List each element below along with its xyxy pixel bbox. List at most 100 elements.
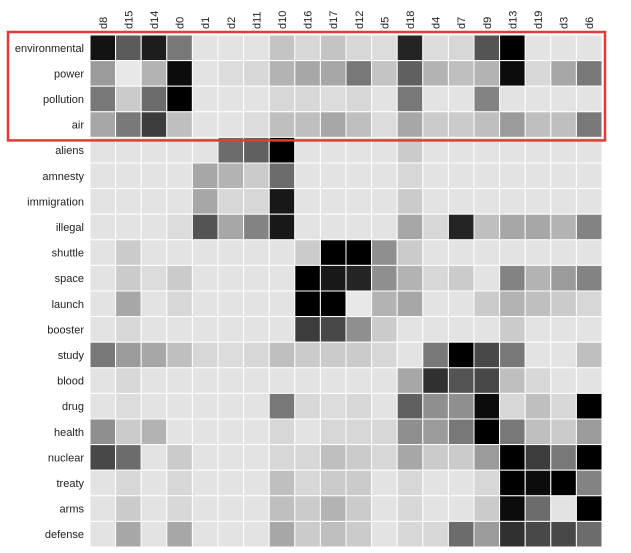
heatmap-cell-launch-d17 <box>319 290 347 318</box>
heatmap-cell-treaty-d6 <box>575 469 603 497</box>
highlight-box <box>6 30 607 142</box>
heatmap-cell-immigration-d6 <box>575 188 603 215</box>
heatmap-cell-treaty-d14 <box>140 469 168 497</box>
column-label-d6: d6 <box>584 17 596 29</box>
column-label-d12: d12 <box>354 11 366 29</box>
heatmap-cell-study-d1 <box>191 341 219 369</box>
row-label-space: space <box>55 273 84 285</box>
heatmap-cell-environmental-d3 <box>550 34 577 62</box>
heatmap-cell-defense-d3 <box>550 520 577 548</box>
heatmap-cell-launch-d1 <box>191 290 219 318</box>
heatmap-cell-aliens-d10 <box>268 136 296 164</box>
heatmap-cell-health-d17 <box>319 418 347 446</box>
heatmap-cell-health-d7 <box>447 418 475 446</box>
heatmap-cell-study-d3 <box>550 341 577 369</box>
heatmap-cell-amnesty-d10 <box>268 162 296 190</box>
row-label-power: power <box>54 68 84 80</box>
heatmap-cell-environmental-d5 <box>371 34 398 62</box>
heatmap-cell-defense-d1 <box>191 520 219 548</box>
heatmap-cell-treaty-d17 <box>319 469 347 497</box>
heatmap-cell-defense-d9 <box>473 520 501 548</box>
heatmap-cell-power-d10 <box>268 60 296 87</box>
heatmap-cell-aliens-d13 <box>499 136 526 164</box>
heatmap-cell-shuttle-d12 <box>345 239 373 266</box>
heatmap-cell-shuttle-d19 <box>524 239 552 266</box>
heatmap-cell-amnesty-d1 <box>191 162 219 190</box>
heatmap-cell-drug-d9 <box>473 392 501 420</box>
heatmap-cell-blood-d2 <box>217 367 245 394</box>
heatmap-cell-launch-d10 <box>268 290 296 318</box>
heatmap-cell-drug-d16 <box>294 392 321 420</box>
heatmap-cell-shuttle-d11 <box>243 239 270 266</box>
heatmap-cell-nuclear-d5 <box>371 444 398 471</box>
heatmap-cell-immigration-d16 <box>294 188 321 215</box>
row-label-blood: blood <box>57 376 84 388</box>
heatmap-cell-study-d8 <box>89 341 117 369</box>
heatmap-cell-power-d8 <box>89 60 117 87</box>
heatmap-cell-study-d15 <box>115 341 142 369</box>
heatmap-cell-amnesty-d3 <box>550 162 577 190</box>
heatmap-cell-blood-d16 <box>294 367 321 394</box>
heatmap-cell-launch-d19 <box>524 290 552 318</box>
heatmap-cell-pollution-d13 <box>499 85 526 113</box>
heatmap-cell-space-d9 <box>473 264 501 292</box>
heatmap-cell-aliens-d4 <box>422 136 449 164</box>
heatmap-cell-immigration-d2 <box>217 188 245 215</box>
heatmap-cell-air-d12 <box>345 111 373 138</box>
heatmap-cell-health-d4 <box>422 418 449 446</box>
heatmap-cell-drug-d13 <box>499 392 526 420</box>
heatmap-cell-blood-d10 <box>268 367 296 394</box>
heatmap-cell-drug-d3 <box>550 392 577 420</box>
heatmap-cell-blood-d9 <box>473 367 501 394</box>
heatmap-cell-drug-d8 <box>89 392 117 420</box>
heatmap-cell-launch-d2 <box>217 290 245 318</box>
column-label-d16: d16 <box>303 11 315 29</box>
column-label-d11: d11 <box>251 11 263 29</box>
heatmap-cell-study-d2 <box>217 341 245 369</box>
heatmap-cell-health-d13 <box>499 418 526 446</box>
heatmap-cell-booster-d3 <box>550 316 577 343</box>
heatmap-cell-health-d2 <box>217 418 245 446</box>
row-labels: environmental power pollution air aliens amne… <box>15 43 85 541</box>
heatmap-cell-launch-d13 <box>499 290 526 318</box>
heatmap-cell-blood-d4 <box>422 367 449 394</box>
heatmap-cell-amnesty-d11 <box>243 162 270 190</box>
heatmap-cell-immigration-d10 <box>268 188 296 215</box>
heatmap-cell-study-d5 <box>371 341 398 369</box>
heatmap-cell-blood-d8 <box>89 367 117 394</box>
highlight-layer <box>6 30 607 142</box>
heatmap-cell-treaty-d10 <box>268 469 296 497</box>
heatmap-cell-launch-d11 <box>243 290 270 318</box>
heatmap-cell-shuttle-d18 <box>396 239 424 266</box>
heatmap-cell-power-d7 <box>447 60 475 87</box>
heatmap-cell-arms-d2 <box>217 495 245 522</box>
heatmap-cell-illegal-d14 <box>140 213 168 241</box>
heatmap-cell-drug-d6 <box>575 392 603 420</box>
heatmap-cell-nuclear-d8 <box>89 444 117 471</box>
heatmap-cell-aliens-d9 <box>473 136 501 164</box>
heatmap-cell-defense-d11 <box>243 520 270 548</box>
heatmap-cell-power-d0 <box>166 60 193 87</box>
heatmap-cell-air-d13 <box>499 111 526 138</box>
column-label-d19: d19 <box>533 11 545 29</box>
heatmap-cell-space-d8 <box>89 264 117 292</box>
heatmap-cell-air-d18 <box>396 111 424 138</box>
heatmap-cell-health-d5 <box>371 418 398 446</box>
heatmap-cell-amnesty-d7 <box>447 162 475 190</box>
heatmap-cell-power-d12 <box>345 60 373 87</box>
heatmap-cell-study-d19 <box>524 341 552 369</box>
heatmap-cell-immigration-d12 <box>345 188 373 215</box>
heatmap-cell-environmental-d9 <box>473 34 501 62</box>
column-label-d17: d17 <box>328 11 340 29</box>
heatmap-cell-amnesty-d19 <box>524 162 552 190</box>
row-label-launch: launch <box>52 299 84 311</box>
heatmap-cell-health-d1 <box>191 418 219 446</box>
heatmap-cell-drug-d19 <box>524 392 552 420</box>
row-label-aliens: aliens <box>55 145 84 157</box>
heatmap-cell-space-d3 <box>550 264 577 292</box>
heatmap-cell-air-d8 <box>89 111 117 138</box>
heatmap-cell-environmental-d18 <box>396 34 424 62</box>
heatmap-cell-immigration-d15 <box>115 188 142 215</box>
heatmap-cell-booster-d9 <box>473 316 501 343</box>
heatmap-cell-pollution-d11 <box>243 85 270 113</box>
